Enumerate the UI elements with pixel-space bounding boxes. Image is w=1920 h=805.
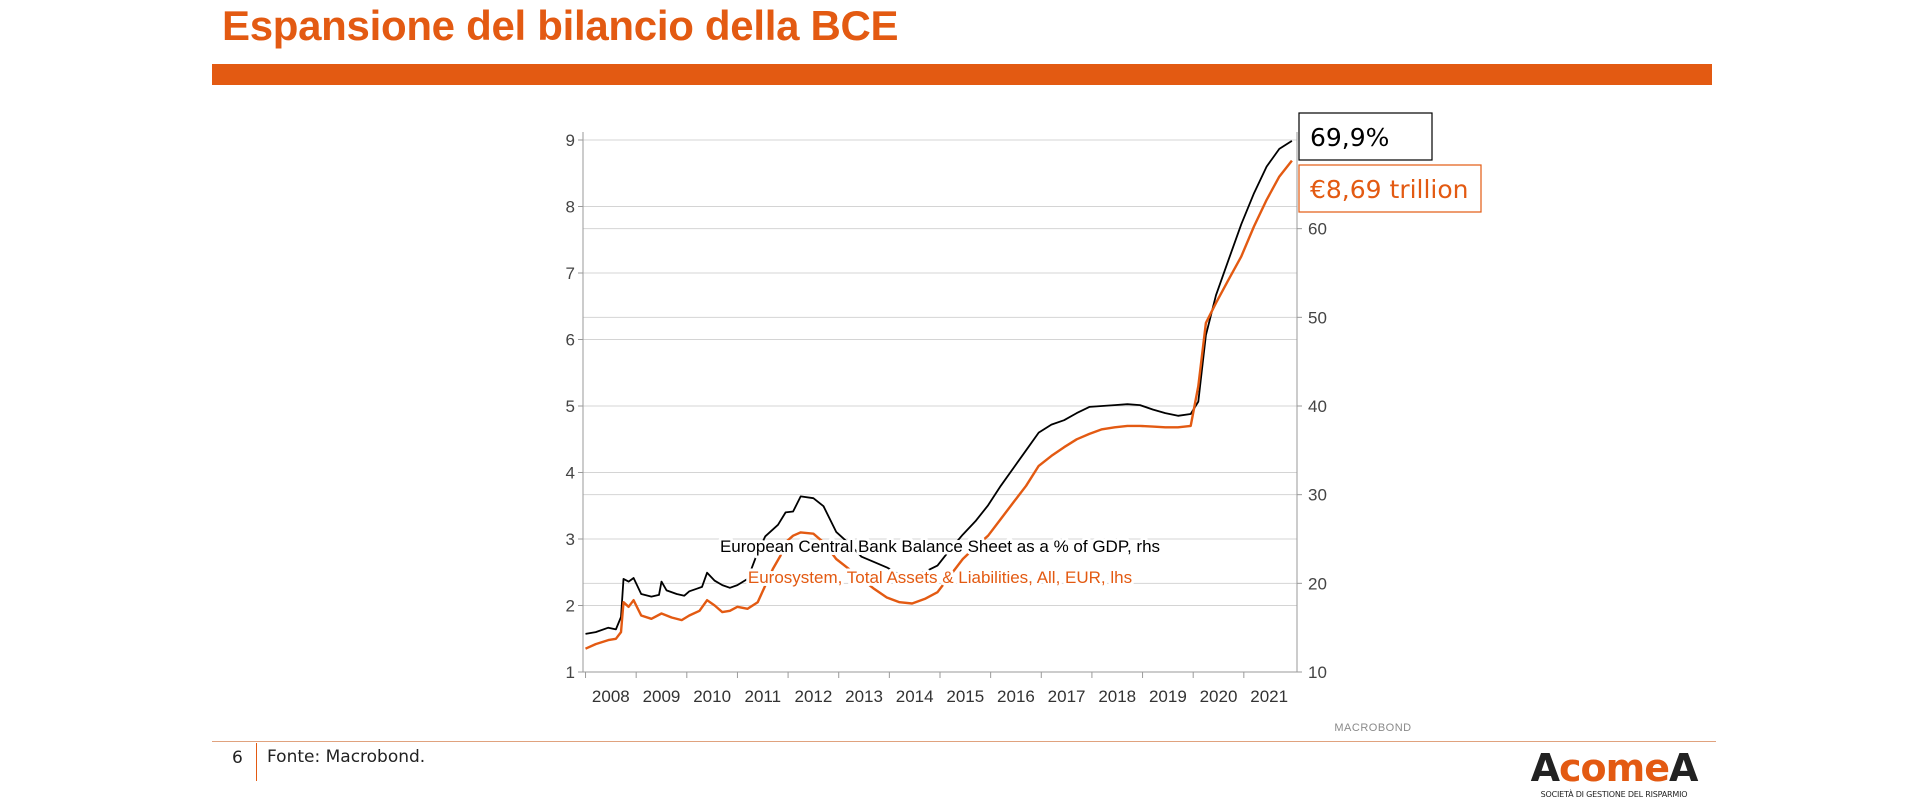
y-left-tick-label: 4 — [566, 464, 575, 483]
legend-label-eurosystem-assets: Eurosystem, Total Assets & Liabilities, … — [748, 568, 1132, 587]
callout-ecb-gdp-value: 69,9% — [1310, 123, 1389, 152]
y-left-tick-label: 6 — [566, 331, 575, 350]
footer-divider — [212, 741, 1716, 742]
legend-label-ecb-gdp: European Central Bank Balance Sheet as a… — [720, 537, 1160, 556]
x-tick-label: 2017 — [1048, 687, 1086, 706]
legend-label-halo-0: European Central Bank Balance Sheet as a… — [720, 537, 1160, 556]
y-right-tick-label: 40 — [1308, 397, 1327, 416]
x-tick-label: 2009 — [643, 687, 681, 706]
x-tick-label: 2018 — [1098, 687, 1136, 706]
y-left-tick-label: 7 — [566, 264, 575, 283]
slide-title: Espansione del bilancio della BCE — [222, 2, 899, 49]
x-tick-label: 2016 — [997, 687, 1035, 706]
series-line-ecb-gdp — [585, 140, 1293, 635]
y-left-tick-label: 3 — [566, 530, 575, 549]
x-tick-label: 2012 — [794, 687, 832, 706]
logo-part-come: come — [1559, 746, 1670, 790]
y-left-tick-label: 9 — [566, 131, 575, 150]
callout-box-1 — [1298, 164, 1482, 213]
x-tick-label: 2021 — [1250, 687, 1288, 706]
page-number-separator — [256, 743, 257, 781]
legend-label-halo-1: Eurosystem, Total Assets & Liabilities, … — [748, 568, 1132, 587]
logo-part-a2: A — [1669, 746, 1698, 790]
logo-part-a1: A — [1530, 746, 1560, 790]
macrobond-watermark: MACROBOND — [1334, 722, 1411, 734]
y-right-tick-label: 10 — [1308, 663, 1327, 682]
y-left-tick-label: 2 — [566, 597, 575, 616]
logo-subtitle: SOCIETÀ DI GESTIONE DEL RISPARMIO — [1540, 790, 1688, 799]
y-right-tick-label: 20 — [1308, 574, 1327, 593]
source-note: Fonte: Macrobond. — [267, 747, 426, 767]
y-right-tick-label: 30 — [1308, 486, 1327, 505]
y-left-tick-label: 1 — [566, 663, 575, 682]
x-tick-label: 2015 — [946, 687, 984, 706]
acomea-logo: AcomeA SOCIETÀ DI GESTIONE DEL RISPARMIO — [1526, 748, 1702, 799]
x-tick-label: 2020 — [1200, 687, 1238, 706]
y-right-tick-label: 60 — [1308, 220, 1327, 239]
y-left-tick-label: 8 — [566, 198, 575, 217]
y-left-tick-label: 5 — [566, 397, 575, 416]
x-tick-label: 2019 — [1149, 687, 1187, 706]
logo-wordmark: AcomeA — [1526, 748, 1702, 788]
x-tick-label: 2013 — [845, 687, 883, 706]
x-tick-label: 2008 — [592, 687, 630, 706]
x-tick-label: 2011 — [744, 687, 781, 706]
x-tick-label: 2014 — [896, 687, 934, 706]
callout-eurosystem-value: €8,69 trillion — [1310, 175, 1469, 204]
title-underline-bar — [212, 64, 1712, 85]
series-line-eurosystem-assets — [585, 159, 1293, 650]
x-tick-label: 2010 — [693, 687, 731, 706]
callout-box-0 — [1298, 112, 1433, 161]
page-number: 6 — [232, 748, 243, 768]
y-right-tick-label: 50 — [1308, 308, 1327, 327]
